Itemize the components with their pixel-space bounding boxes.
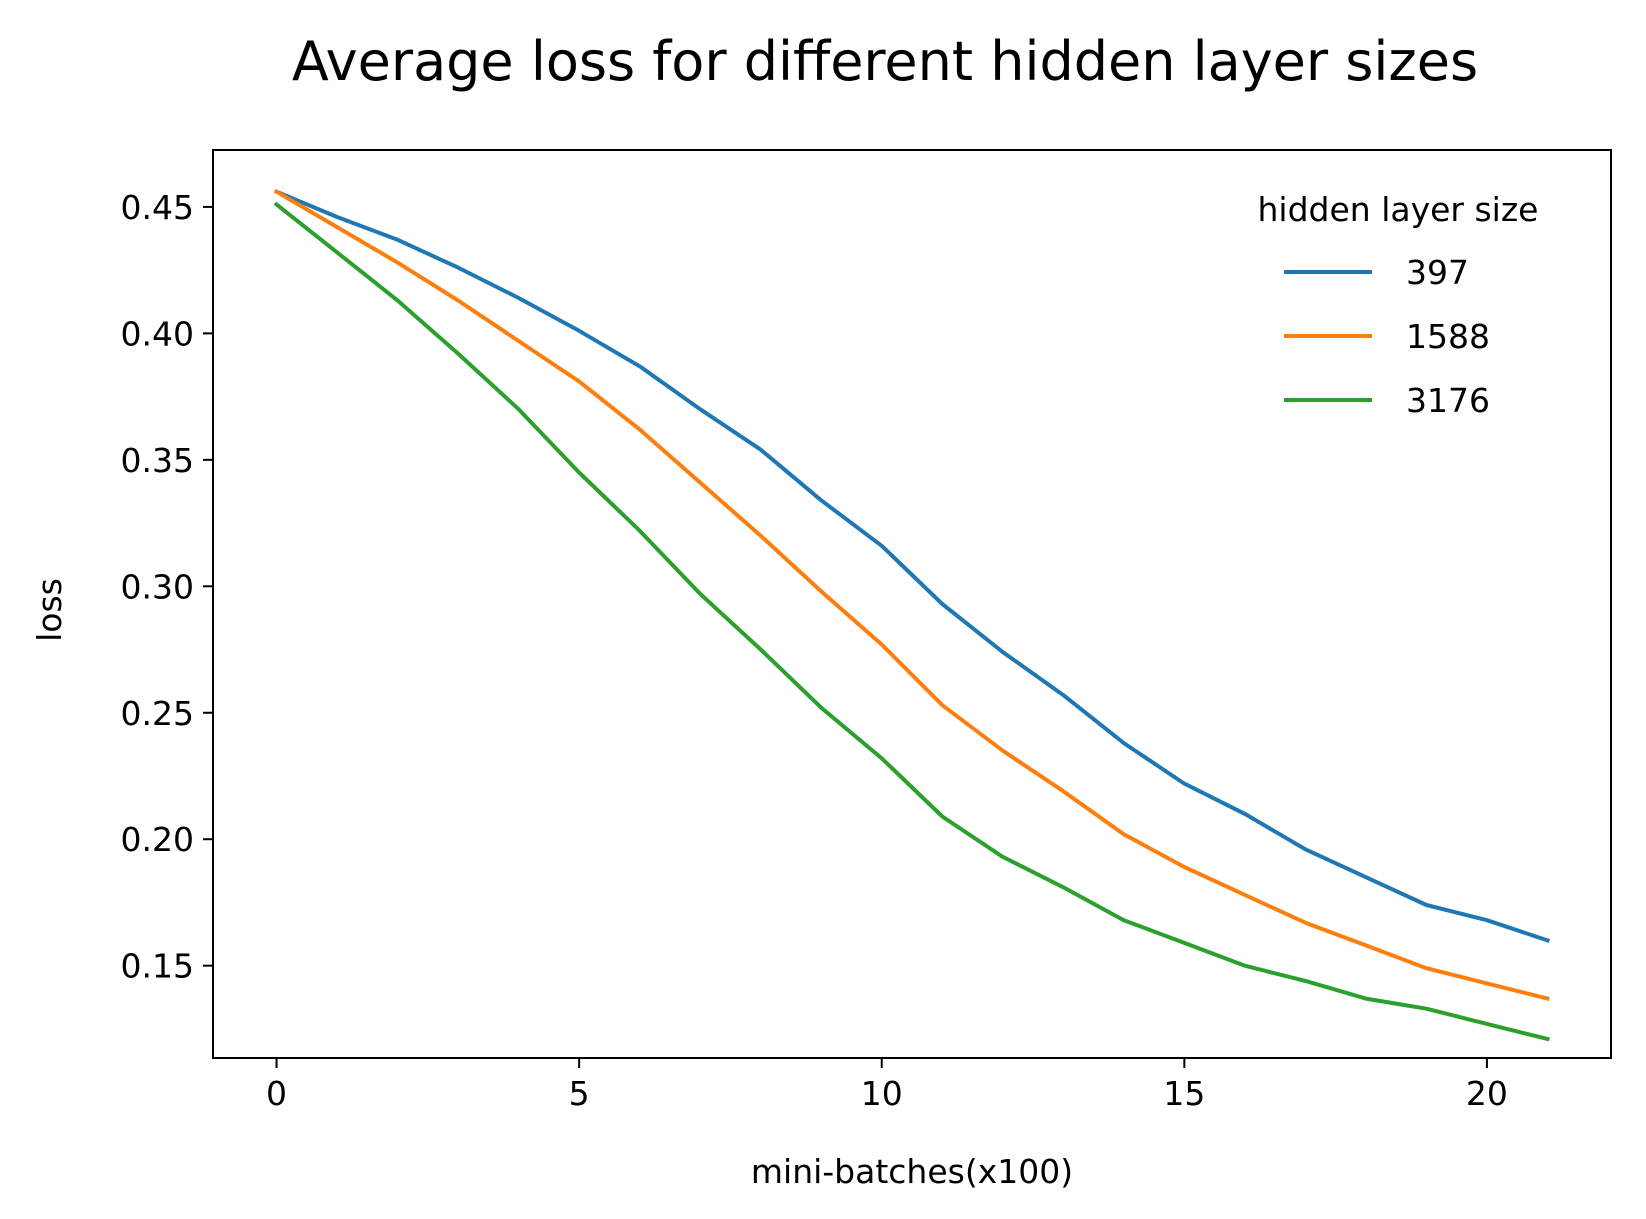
x-tick-label: 20 [1466, 1074, 1508, 1113]
legend: hidden layer size 397 1588 3176 [1258, 190, 1539, 420]
y-tick-label: 0.25 [121, 694, 194, 733]
y-tick-label: 0.20 [121, 820, 194, 859]
axes-frame [212, 149, 1612, 1059]
series-line-3176 [273, 201, 1550, 1042]
series-line-397 [273, 189, 1551, 943]
x-tick-label: 0 [266, 1074, 287, 1113]
x-tick-label: 15 [1163, 1074, 1205, 1113]
legend-label: 3176 [1406, 381, 1490, 420]
y-tick-label: 0.40 [121, 314, 194, 353]
legend-label: 397 [1406, 253, 1469, 292]
legend-label: 1588 [1406, 317, 1490, 356]
y-axis-label: loss [30, 578, 69, 642]
legend-title: hidden layer size [1258, 190, 1539, 229]
x-axis: 0 5 10 15 20 [266, 1058, 1508, 1113]
y-tick-label: 0.45 [121, 188, 194, 227]
series-line-1588 [273, 188, 1550, 1002]
y-tick-label: 0.15 [121, 947, 194, 986]
x-axis-label: mini-batches(x100) [751, 1152, 1073, 1191]
chart-title: Average loss for different hidden layer … [292, 30, 1478, 93]
x-tick-label: 10 [861, 1074, 903, 1113]
x-tick-label: 5 [569, 1074, 590, 1113]
plot-area [273, 188, 1551, 1042]
y-tick-label: 0.30 [121, 567, 194, 606]
y-tick-label: 0.35 [121, 441, 194, 480]
y-axis: 0.15 0.20 0.25 0.30 0.35 0.40 0.45 [121, 188, 213, 986]
